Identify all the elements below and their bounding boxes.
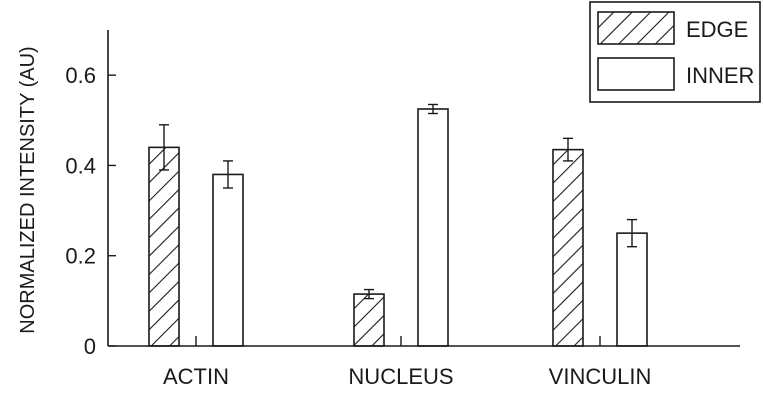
x-tick-label: NUCLEUS — [348, 364, 453, 389]
bar-edge-actin — [148, 146, 180, 347]
y-tick-label: 0 — [84, 334, 96, 359]
x-tick-label: ACTIN — [163, 364, 229, 389]
y-tick-label: 0.6 — [65, 63, 96, 88]
legend-swatch-inner — [597, 57, 675, 91]
legend-label-edge: EDGE — [686, 17, 748, 42]
bar-edge-nucleus — [353, 293, 385, 347]
y-axis-title: NORMALIZED INTENSITY (AU) — [17, 46, 39, 333]
legend: EDGE INNER — [589, 1, 761, 103]
legend-swatch-edge — [597, 11, 675, 45]
bars — [148, 103, 648, 347]
bar-edge-vinculin — [552, 148, 584, 347]
y-axis: 0 0.2 0.4 0.6 — [65, 30, 116, 359]
y-tick-label: 0.4 — [65, 153, 96, 178]
y-tick-label: 0.2 — [65, 244, 96, 269]
bar-inner-actin — [212, 173, 244, 347]
legend-label-inner: INNER — [686, 63, 754, 88]
x-axis: ACTIN NUCLEUS VINCULIN — [108, 336, 740, 389]
bar-inner-nucleus — [417, 108, 449, 347]
bar-inner-vinculin — [616, 232, 648, 347]
x-tick-label: VINCULIN — [549, 364, 652, 389]
